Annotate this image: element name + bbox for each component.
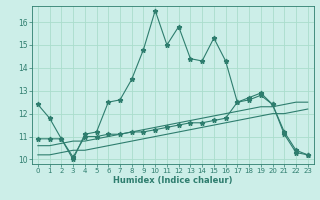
X-axis label: Humidex (Indice chaleur): Humidex (Indice chaleur)	[113, 176, 233, 185]
